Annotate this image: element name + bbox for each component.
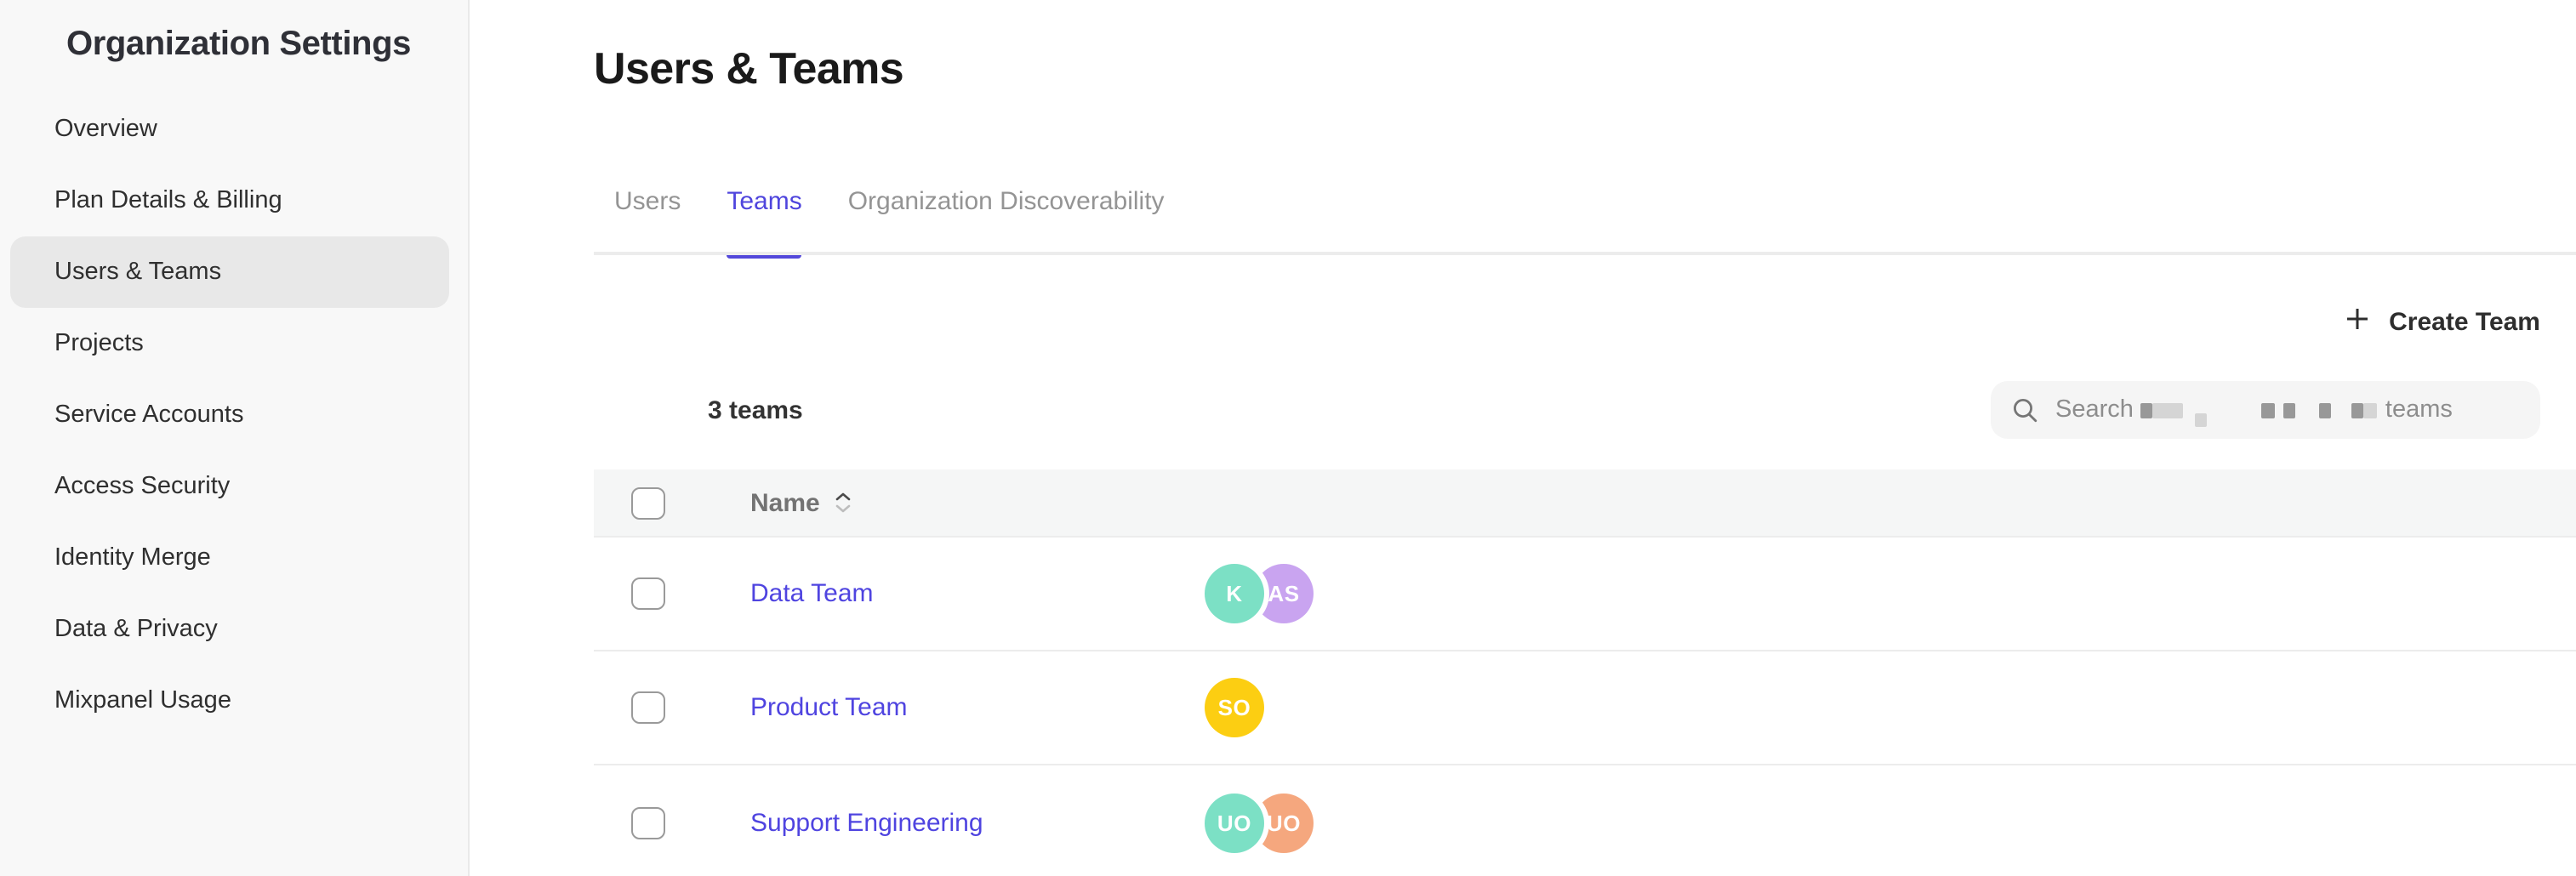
table-header-row: Name	[594, 469, 2576, 538]
sidebar-item-plan-details-billing[interactable]: Plan Details & Billing	[10, 165, 449, 236]
search-placeholder-suffix: teams	[2385, 396, 2453, 424]
row-checkbox[interactable]	[631, 806, 665, 839]
search-placeholder-prefix: Search	[2055, 396, 2134, 424]
sidebar-item-overview[interactable]: Overview	[10, 94, 449, 165]
tab-label: Organization Discoverability	[847, 187, 1165, 216]
team-members-avatars: UO UO	[1205, 793, 1375, 852]
sidebar-item-identity-merge[interactable]: Identity Merge	[10, 522, 449, 594]
tab-users[interactable]: Users	[614, 187, 681, 255]
sidebar-nav: Overview Plan Details & Billing Users & …	[10, 94, 449, 737]
redacted-text-block	[2194, 413, 2207, 427]
tab-label: Teams	[727, 187, 802, 216]
create-team-label: Create Team	[2389, 308, 2540, 337]
sidebar-item-users-teams[interactable]: Users & Teams	[10, 236, 449, 308]
redacted-text-block	[2362, 402, 2377, 418]
table-row-support-engineering: Support Engineering UO UO	[594, 765, 2576, 876]
search-input[interactable]: Search teams	[1991, 381, 2540, 439]
create-team-button[interactable]: Create Team	[2346, 308, 2540, 337]
teams-count: 3 teams	[708, 396, 803, 425]
team-name-link[interactable]: Data Team	[750, 579, 874, 608]
team-members-avatars: SO	[1205, 678, 1375, 737]
team-name-link[interactable]: Product Team	[750, 693, 908, 722]
tab-organization-discoverability[interactable]: Organization Discoverability	[848, 187, 1165, 255]
search-placeholder: Search teams	[2055, 396, 2453, 427]
member-avatar: SO	[1205, 678, 1264, 737]
member-avatar: UO	[1205, 793, 1264, 852]
sidebar-item-label: Data & Privacy	[54, 616, 218, 643]
table-body: Data Team K AS Product Team SO Support En…	[594, 538, 2576, 876]
plus-icon	[2346, 308, 2368, 337]
select-all-checkbox[interactable]	[631, 486, 665, 519]
tab-divider	[594, 252, 2576, 255]
sidebar-item-projects[interactable]: Projects	[10, 308, 449, 379]
sidebar-item-label: Plan Details & Billing	[54, 187, 282, 214]
sidebar-item-data-privacy[interactable]: Data & Privacy	[10, 594, 449, 665]
settings-sidebar: Organization Settings Overview Plan Deta…	[0, 0, 470, 876]
redacted-text-block	[2318, 402, 2331, 418]
redacted-text-block	[2282, 402, 2295, 418]
tab-label: Users	[614, 187, 681, 216]
teams-table: Name Data Team K AS Product Team SO Suppo…	[594, 469, 2576, 876]
name-column-header[interactable]: Name	[750, 488, 851, 517]
sidebar-title: Organization Settings	[66, 26, 411, 63]
member-avatar: K	[1205, 564, 1264, 623]
table-row-product-team: Product Team SO	[594, 651, 2576, 765]
redacted-placeholder-blocks	[2134, 402, 2377, 427]
sidebar-item-service-accounts[interactable]: Service Accounts	[10, 379, 449, 451]
sidebar-item-label: Overview	[54, 116, 157, 143]
redacted-text-block	[2140, 402, 2152, 418]
team-members-avatars: K AS	[1205, 564, 1375, 623]
redacted-text-block	[2151, 402, 2183, 418]
magnifier-icon	[2013, 397, 2038, 423]
sidebar-item-label: Service Accounts	[54, 401, 244, 429]
row-checkbox[interactable]	[631, 577, 665, 610]
sidebar-item-access-security[interactable]: Access Security	[10, 451, 449, 522]
row-checkbox[interactable]	[631, 691, 665, 724]
sidebar-item-label: Users & Teams	[54, 259, 222, 286]
name-column-label: Name	[750, 488, 820, 517]
sidebar-item-label: Identity Merge	[54, 544, 211, 572]
tab-teams[interactable]: Teams	[727, 187, 802, 259]
sidebar-item-label: Access Security	[54, 473, 231, 500]
sidebar-item-label: Projects	[54, 330, 144, 357]
sidebar-item-label: Mixpanel Usage	[54, 687, 231, 714]
redacted-text-block	[2351, 402, 2363, 418]
page-title: Users & Teams	[594, 43, 904, 94]
sort-updown-icon	[835, 492, 851, 513]
redacted-text-block	[2260, 402, 2275, 418]
sidebar-item-mixpanel-usage[interactable]: Mixpanel Usage	[10, 665, 449, 737]
tab-bar: Users Teams Organization Discoverability	[614, 187, 1165, 259]
team-name-link[interactable]: Support Engineering	[750, 808, 983, 837]
table-row-data-team: Data Team K AS	[594, 538, 2576, 651]
active-tab-underline	[727, 252, 802, 259]
